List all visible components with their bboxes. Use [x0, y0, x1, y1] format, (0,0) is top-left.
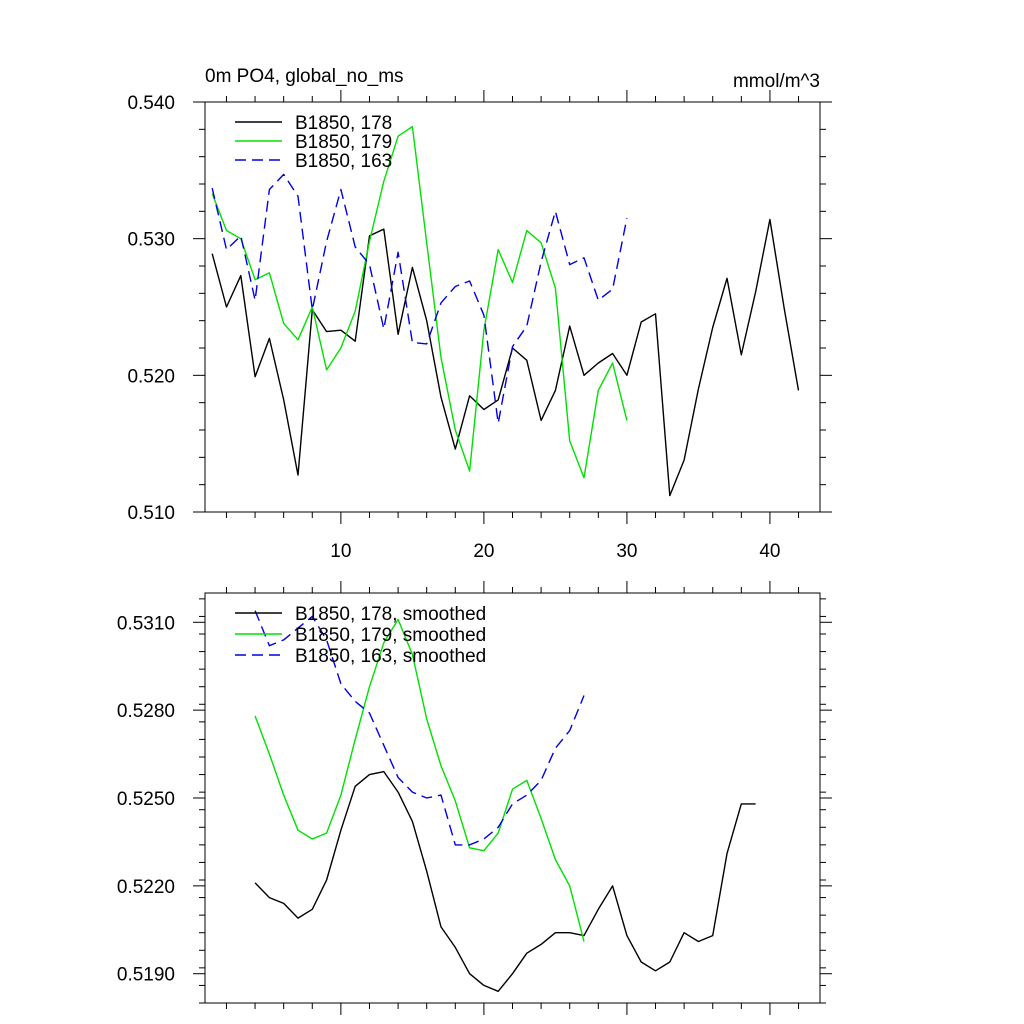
- legend-label-bottom-2: B1850, 163, smoothed: [295, 646, 486, 667]
- bottom-ytick-label: 0.5220: [117, 877, 175, 898]
- legend-label-bottom-1: B1850, 179, smoothed: [295, 625, 486, 646]
- series-line-top-2: [211, 173, 628, 424]
- panel-top: 0m PO4, global_no_ms mmol/m^3 10 20 30 40 0.…: [127, 66, 832, 562]
- legend-label-top-0: B1850, 178: [295, 113, 392, 134]
- top-xtick-label: 20: [473, 541, 494, 562]
- panel-top-frame: [204, 101, 821, 513]
- series-line-top-0: [211, 218, 800, 497]
- top-xtick-label: 30: [616, 541, 637, 562]
- top-series-layer: [211, 125, 800, 497]
- panel-bottom: 0.5190 0.5220 0.5250 0.5280 0.5310 B1850, 17…: [117, 581, 832, 1015]
- bottom-ytick-label: 0.5250: [117, 789, 175, 810]
- panel-bottom-frame: [204, 592, 821, 1004]
- bottom-ytick-label: 0.5190: [117, 965, 175, 986]
- top-xtick-label: 10: [330, 541, 351, 562]
- series-line-top-1: [211, 125, 628, 479]
- legend-label-top-2: B1850, 163: [295, 151, 392, 172]
- bottom-series-layer: [254, 610, 756, 992]
- panel-top-units: mmol/m^3: [733, 71, 820, 92]
- series-line-bottom-1: [254, 618, 585, 942]
- top-xtick-label: 40: [759, 541, 780, 562]
- panel-top-title: 0m PO4, global_no_ms: [205, 66, 404, 87]
- top-ytick-label: 0.510: [127, 503, 175, 524]
- top-ytick-label: 0.540: [127, 93, 175, 114]
- legend-label-bottom-0: B1850, 178, smoothed: [295, 604, 486, 625]
- series-line-bottom-0: [254, 770, 756, 992]
- top-axes: 10 20 30 40 0.510 0.520 0.530 0.540: [127, 90, 832, 562]
- series-line-bottom-2: [254, 610, 585, 846]
- legend-label-top-1: B1850, 179: [295, 132, 392, 153]
- top-ytick-label: 0.530: [127, 230, 175, 251]
- bottom-ytick-label: 0.5280: [117, 701, 175, 722]
- bottom-ytick-label: 0.5310: [117, 613, 175, 634]
- top-ytick-label: 0.520: [127, 366, 175, 387]
- bottom-axes: 0.5190 0.5220 0.5250 0.5280 0.5310: [117, 581, 832, 1015]
